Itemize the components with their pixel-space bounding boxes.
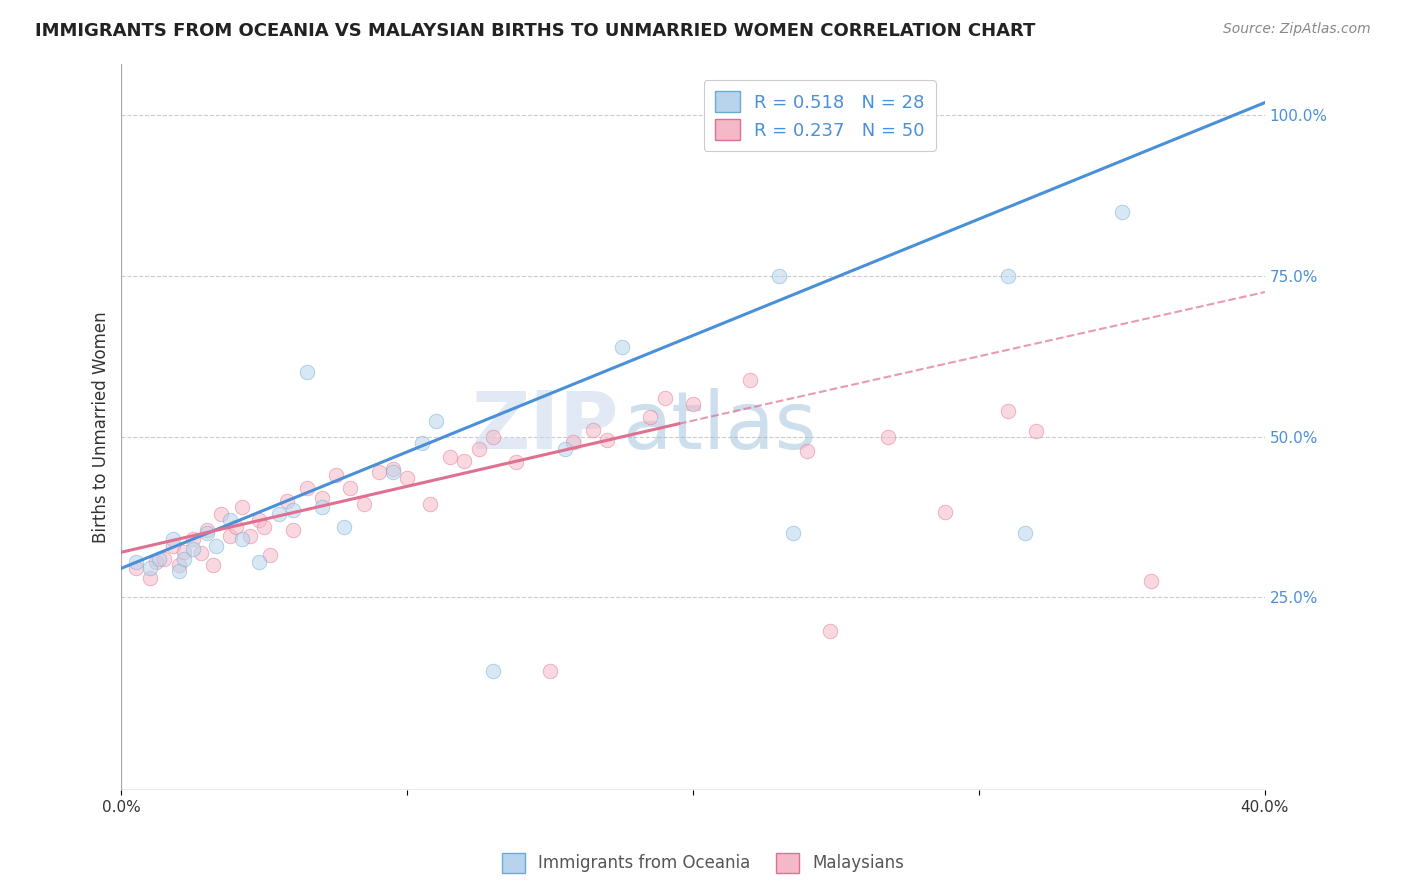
Point: [411, 436, 433, 450]
Point: [239, 529, 262, 543]
Point: [596, 433, 619, 447]
Point: [139, 561, 162, 575]
Point: [311, 500, 333, 515]
Point: [204, 539, 226, 553]
Point: [796, 443, 818, 458]
Point: [382, 465, 405, 479]
Point: [367, 465, 389, 479]
Point: [640, 410, 662, 425]
Point: [1139, 574, 1161, 588]
Point: [281, 503, 304, 517]
Point: [1025, 425, 1047, 439]
Legend: Immigrants from Oceania, Malaysians: Immigrants from Oceania, Malaysians: [495, 847, 911, 880]
Point: [610, 340, 633, 354]
Point: [125, 561, 148, 575]
Point: [148, 551, 170, 566]
Point: [297, 365, 319, 379]
Point: [211, 507, 233, 521]
Point: [173, 551, 195, 566]
Point: [231, 500, 253, 515]
Point: [562, 434, 585, 449]
Point: [740, 373, 762, 387]
Point: [195, 525, 218, 540]
Text: atlas: atlas: [623, 388, 817, 466]
Point: [997, 268, 1019, 283]
Point: [173, 545, 195, 559]
Point: [782, 525, 804, 540]
Point: [162, 539, 184, 553]
Point: [297, 481, 319, 495]
Point: [325, 468, 347, 483]
Point: [153, 551, 176, 566]
Point: [820, 624, 842, 638]
Point: [201, 558, 224, 572]
Point: [190, 546, 212, 560]
Point: [181, 541, 204, 556]
Point: [231, 533, 253, 547]
Point: [276, 493, 298, 508]
Point: [181, 533, 204, 547]
Point: [554, 442, 576, 457]
Point: [396, 471, 419, 485]
Point: [247, 555, 270, 569]
Point: [225, 519, 247, 533]
Point: [195, 523, 218, 537]
Legend: R = 0.518   N = 28, R = 0.237   N = 50: R = 0.518 N = 28, R = 0.237 N = 50: [704, 80, 935, 151]
Point: [247, 513, 270, 527]
Point: [125, 555, 148, 569]
Point: [582, 423, 605, 437]
Point: [281, 523, 304, 537]
Point: [219, 513, 242, 527]
Point: [382, 461, 405, 475]
Point: [482, 664, 505, 678]
Point: [768, 268, 790, 283]
Point: [419, 497, 441, 511]
Point: [1111, 204, 1133, 219]
Point: [267, 507, 290, 521]
Point: [333, 519, 356, 533]
Point: [1014, 525, 1036, 540]
Text: IMMIGRANTS FROM OCEANIA VS MALAYSIAN BIRTHS TO UNMARRIED WOMEN CORRELATION CHART: IMMIGRANTS FROM OCEANIA VS MALAYSIAN BIR…: [35, 22, 1036, 40]
Point: [468, 442, 491, 457]
Point: [425, 413, 447, 427]
Point: [538, 664, 561, 678]
Point: [482, 429, 505, 443]
Point: [453, 454, 475, 468]
Point: [682, 397, 704, 411]
Point: [311, 491, 333, 505]
Point: [139, 571, 162, 585]
Y-axis label: Births to Unmarried Women: Births to Unmarried Women: [93, 311, 110, 542]
Text: ZIP: ZIP: [471, 388, 619, 466]
Point: [353, 497, 375, 511]
Point: [162, 533, 184, 547]
Point: [145, 555, 167, 569]
Point: [997, 404, 1019, 418]
Point: [219, 529, 242, 543]
Point: [439, 450, 461, 464]
Point: [654, 391, 676, 405]
Point: [167, 558, 190, 572]
Point: [259, 549, 281, 563]
Point: [339, 481, 361, 495]
Point: [934, 505, 956, 519]
Text: Source: ZipAtlas.com: Source: ZipAtlas.com: [1223, 22, 1371, 37]
Point: [505, 455, 527, 469]
Point: [167, 565, 190, 579]
Point: [876, 429, 898, 443]
Point: [253, 519, 276, 533]
